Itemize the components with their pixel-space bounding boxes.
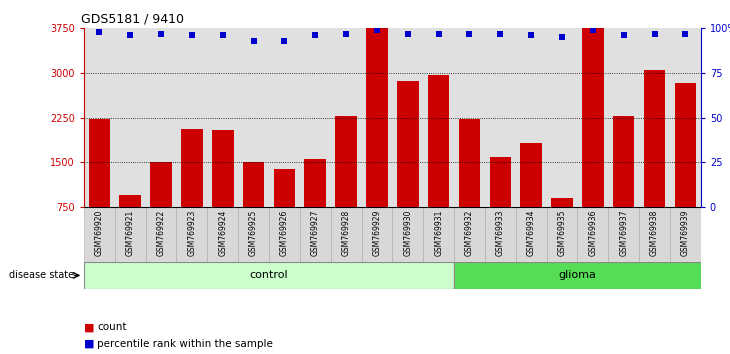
- FancyBboxPatch shape: [207, 207, 238, 262]
- Bar: [145, 28, 177, 207]
- Bar: [423, 28, 454, 207]
- Bar: [490, 157, 511, 207]
- Text: GSM769932: GSM769932: [465, 209, 474, 256]
- Text: disease state: disease state: [9, 270, 74, 280]
- FancyBboxPatch shape: [300, 207, 331, 262]
- Text: GSM769935: GSM769935: [558, 209, 566, 256]
- Text: ■: ■: [84, 322, 94, 332]
- Bar: [547, 28, 577, 207]
- Bar: [361, 28, 392, 207]
- Bar: [274, 169, 295, 207]
- FancyBboxPatch shape: [269, 207, 300, 262]
- Text: GSM769924: GSM769924: [218, 209, 227, 256]
- Bar: [458, 120, 480, 207]
- Bar: [115, 28, 145, 207]
- Text: GSM769934: GSM769934: [526, 209, 536, 256]
- Bar: [613, 116, 634, 207]
- Bar: [120, 195, 141, 207]
- Text: GSM769931: GSM769931: [434, 209, 443, 256]
- FancyBboxPatch shape: [84, 207, 115, 262]
- Text: ■: ■: [84, 339, 94, 349]
- Text: GSM769929: GSM769929: [372, 209, 382, 256]
- Text: count: count: [97, 322, 126, 332]
- Text: GSM769938: GSM769938: [650, 209, 659, 256]
- Bar: [639, 28, 670, 207]
- FancyBboxPatch shape: [577, 207, 608, 262]
- Bar: [454, 28, 485, 207]
- Bar: [644, 70, 665, 207]
- Bar: [335, 116, 357, 207]
- Bar: [515, 28, 547, 207]
- FancyBboxPatch shape: [515, 207, 547, 262]
- FancyBboxPatch shape: [331, 207, 361, 262]
- Text: GSM769930: GSM769930: [403, 209, 412, 256]
- Text: GSM769921: GSM769921: [126, 209, 135, 256]
- Bar: [520, 143, 542, 207]
- FancyBboxPatch shape: [361, 207, 393, 262]
- Text: GDS5181 / 9410: GDS5181 / 9410: [81, 13, 184, 26]
- FancyBboxPatch shape: [238, 207, 269, 262]
- Text: GSM769920: GSM769920: [95, 209, 104, 256]
- FancyBboxPatch shape: [547, 207, 577, 262]
- Bar: [84, 28, 115, 207]
- Bar: [304, 159, 326, 207]
- Bar: [675, 82, 696, 207]
- Bar: [577, 28, 608, 207]
- Bar: [551, 198, 573, 207]
- Text: glioma: glioma: [558, 270, 596, 280]
- Bar: [84, 262, 454, 289]
- FancyBboxPatch shape: [145, 207, 177, 262]
- FancyBboxPatch shape: [423, 207, 454, 262]
- Bar: [207, 28, 238, 207]
- Bar: [392, 28, 423, 207]
- Text: GSM769927: GSM769927: [311, 209, 320, 256]
- Text: GSM769939: GSM769939: [681, 209, 690, 256]
- FancyBboxPatch shape: [454, 207, 485, 262]
- Bar: [181, 129, 203, 207]
- Bar: [670, 28, 701, 207]
- FancyBboxPatch shape: [639, 207, 670, 262]
- Text: control: control: [250, 270, 288, 280]
- FancyBboxPatch shape: [177, 207, 207, 262]
- Bar: [331, 28, 361, 207]
- FancyBboxPatch shape: [393, 207, 423, 262]
- Bar: [150, 162, 172, 207]
- Text: GSM769933: GSM769933: [496, 209, 505, 256]
- Bar: [428, 75, 450, 207]
- Bar: [366, 28, 388, 207]
- FancyBboxPatch shape: [608, 207, 639, 262]
- Bar: [300, 28, 331, 207]
- Bar: [212, 130, 234, 207]
- Text: percentile rank within the sample: percentile rank within the sample: [97, 339, 273, 349]
- Text: GSM769925: GSM769925: [249, 209, 258, 256]
- FancyBboxPatch shape: [115, 207, 145, 262]
- Bar: [238, 28, 269, 207]
- FancyBboxPatch shape: [485, 207, 515, 262]
- Text: GSM769922: GSM769922: [156, 209, 166, 256]
- Text: GSM769928: GSM769928: [342, 209, 350, 256]
- Text: GSM769936: GSM769936: [588, 209, 597, 256]
- Text: GSM769926: GSM769926: [280, 209, 289, 256]
- Bar: [485, 28, 515, 207]
- Bar: [243, 162, 264, 207]
- Bar: [88, 119, 110, 207]
- Bar: [608, 28, 639, 207]
- Bar: [397, 81, 418, 207]
- Text: GSM769937: GSM769937: [619, 209, 629, 256]
- FancyBboxPatch shape: [670, 207, 701, 262]
- Bar: [177, 28, 207, 207]
- Bar: [269, 28, 300, 207]
- Text: GSM769923: GSM769923: [188, 209, 196, 256]
- Bar: [582, 28, 604, 207]
- Bar: [454, 262, 701, 289]
